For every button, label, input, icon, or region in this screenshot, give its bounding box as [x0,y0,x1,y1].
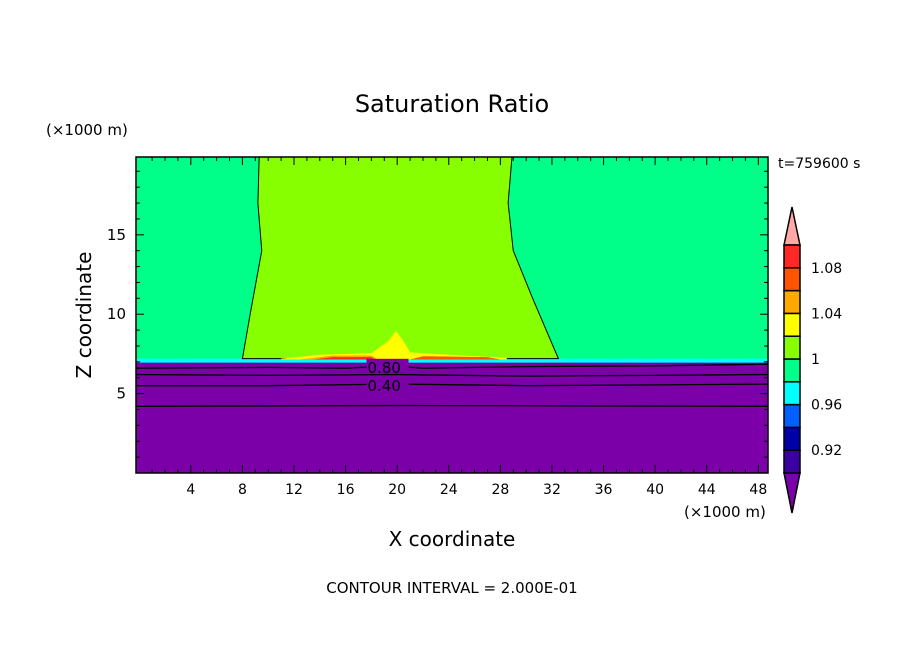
contour-line [136,404,768,407]
colorbar-swatch [783,403,801,429]
x-axis-label: X coordinate [389,527,516,551]
region-cyan-band [136,358,768,363]
x-tick-label: 16 [337,482,355,498]
colorbar-swatch [783,244,801,269]
colorbar-label: 1.08 [811,261,842,277]
x-tick-label: 28 [491,482,509,498]
x-tick-label: 20 [388,482,406,498]
y-units-label: (×1000 m) [46,121,128,139]
x-tick-label: 44 [698,482,716,498]
region-1.02-1.04 [281,330,507,360]
contour-label-bg [366,377,409,393]
colorbar-swatch [783,426,801,451]
colorbar-swatch [783,267,801,292]
plot-area: 0.800.40 [136,157,768,473]
contour-label: 0.40 [368,377,401,395]
x-tick-label: 48 [749,482,767,498]
x-tick-label: 36 [595,482,613,498]
contour-line [136,383,768,387]
colorbar-under-triangle [783,472,801,514]
colorbar-over-triangle [783,206,801,246]
chart-title: Saturation Ratio [355,90,549,118]
y-tick-label: 15 [107,226,126,244]
colorbar-swatch [783,335,801,360]
x-tick-label: 8 [238,482,247,498]
colorbar: 0.92 0.96 1 1.04 1.08 [783,206,842,514]
y-tick-label: 5 [116,385,126,403]
colorbar-swatch [783,289,801,315]
x-tick-label: 40 [646,482,664,498]
colorbar-swatch [783,358,801,383]
contour-interval-label: CONTOUR INTERVAL = 2.000E-01 [326,579,577,597]
colorbar-label: 1 [811,352,820,368]
colorbar-label: 0.96 [811,398,842,414]
x-tick-label: 32 [543,482,561,498]
plot-frame [135,156,769,474]
contour-label-bg [366,358,409,374]
region-1.06-1.08 [410,356,501,360]
colorbar-swatch [783,381,801,406]
x-tick-label: 12 [285,482,303,498]
contour-label: 0.80 [368,359,401,377]
contour-line [136,373,768,377]
colorbar-label: 1.04 [811,306,842,322]
plot-content: 0.800.40 [136,157,768,473]
colorbar-swatch [783,312,801,337]
colorbar-label: 0.92 [811,443,842,459]
region-1.00-1.02 [241,157,560,360]
region-subsaturated [136,361,768,473]
x-tick-label: 4 [186,482,195,498]
y-axis-label: Z coordinate [72,252,96,379]
y-tick-label: 10 [107,305,126,323]
time-label: t=759600 s [778,156,860,172]
region-1.08-1.10 [313,357,376,360]
x-units-label: (×1000 m) [684,503,766,521]
colorbar-swatch [783,449,801,474]
x-tick-label: 24 [440,482,458,498]
